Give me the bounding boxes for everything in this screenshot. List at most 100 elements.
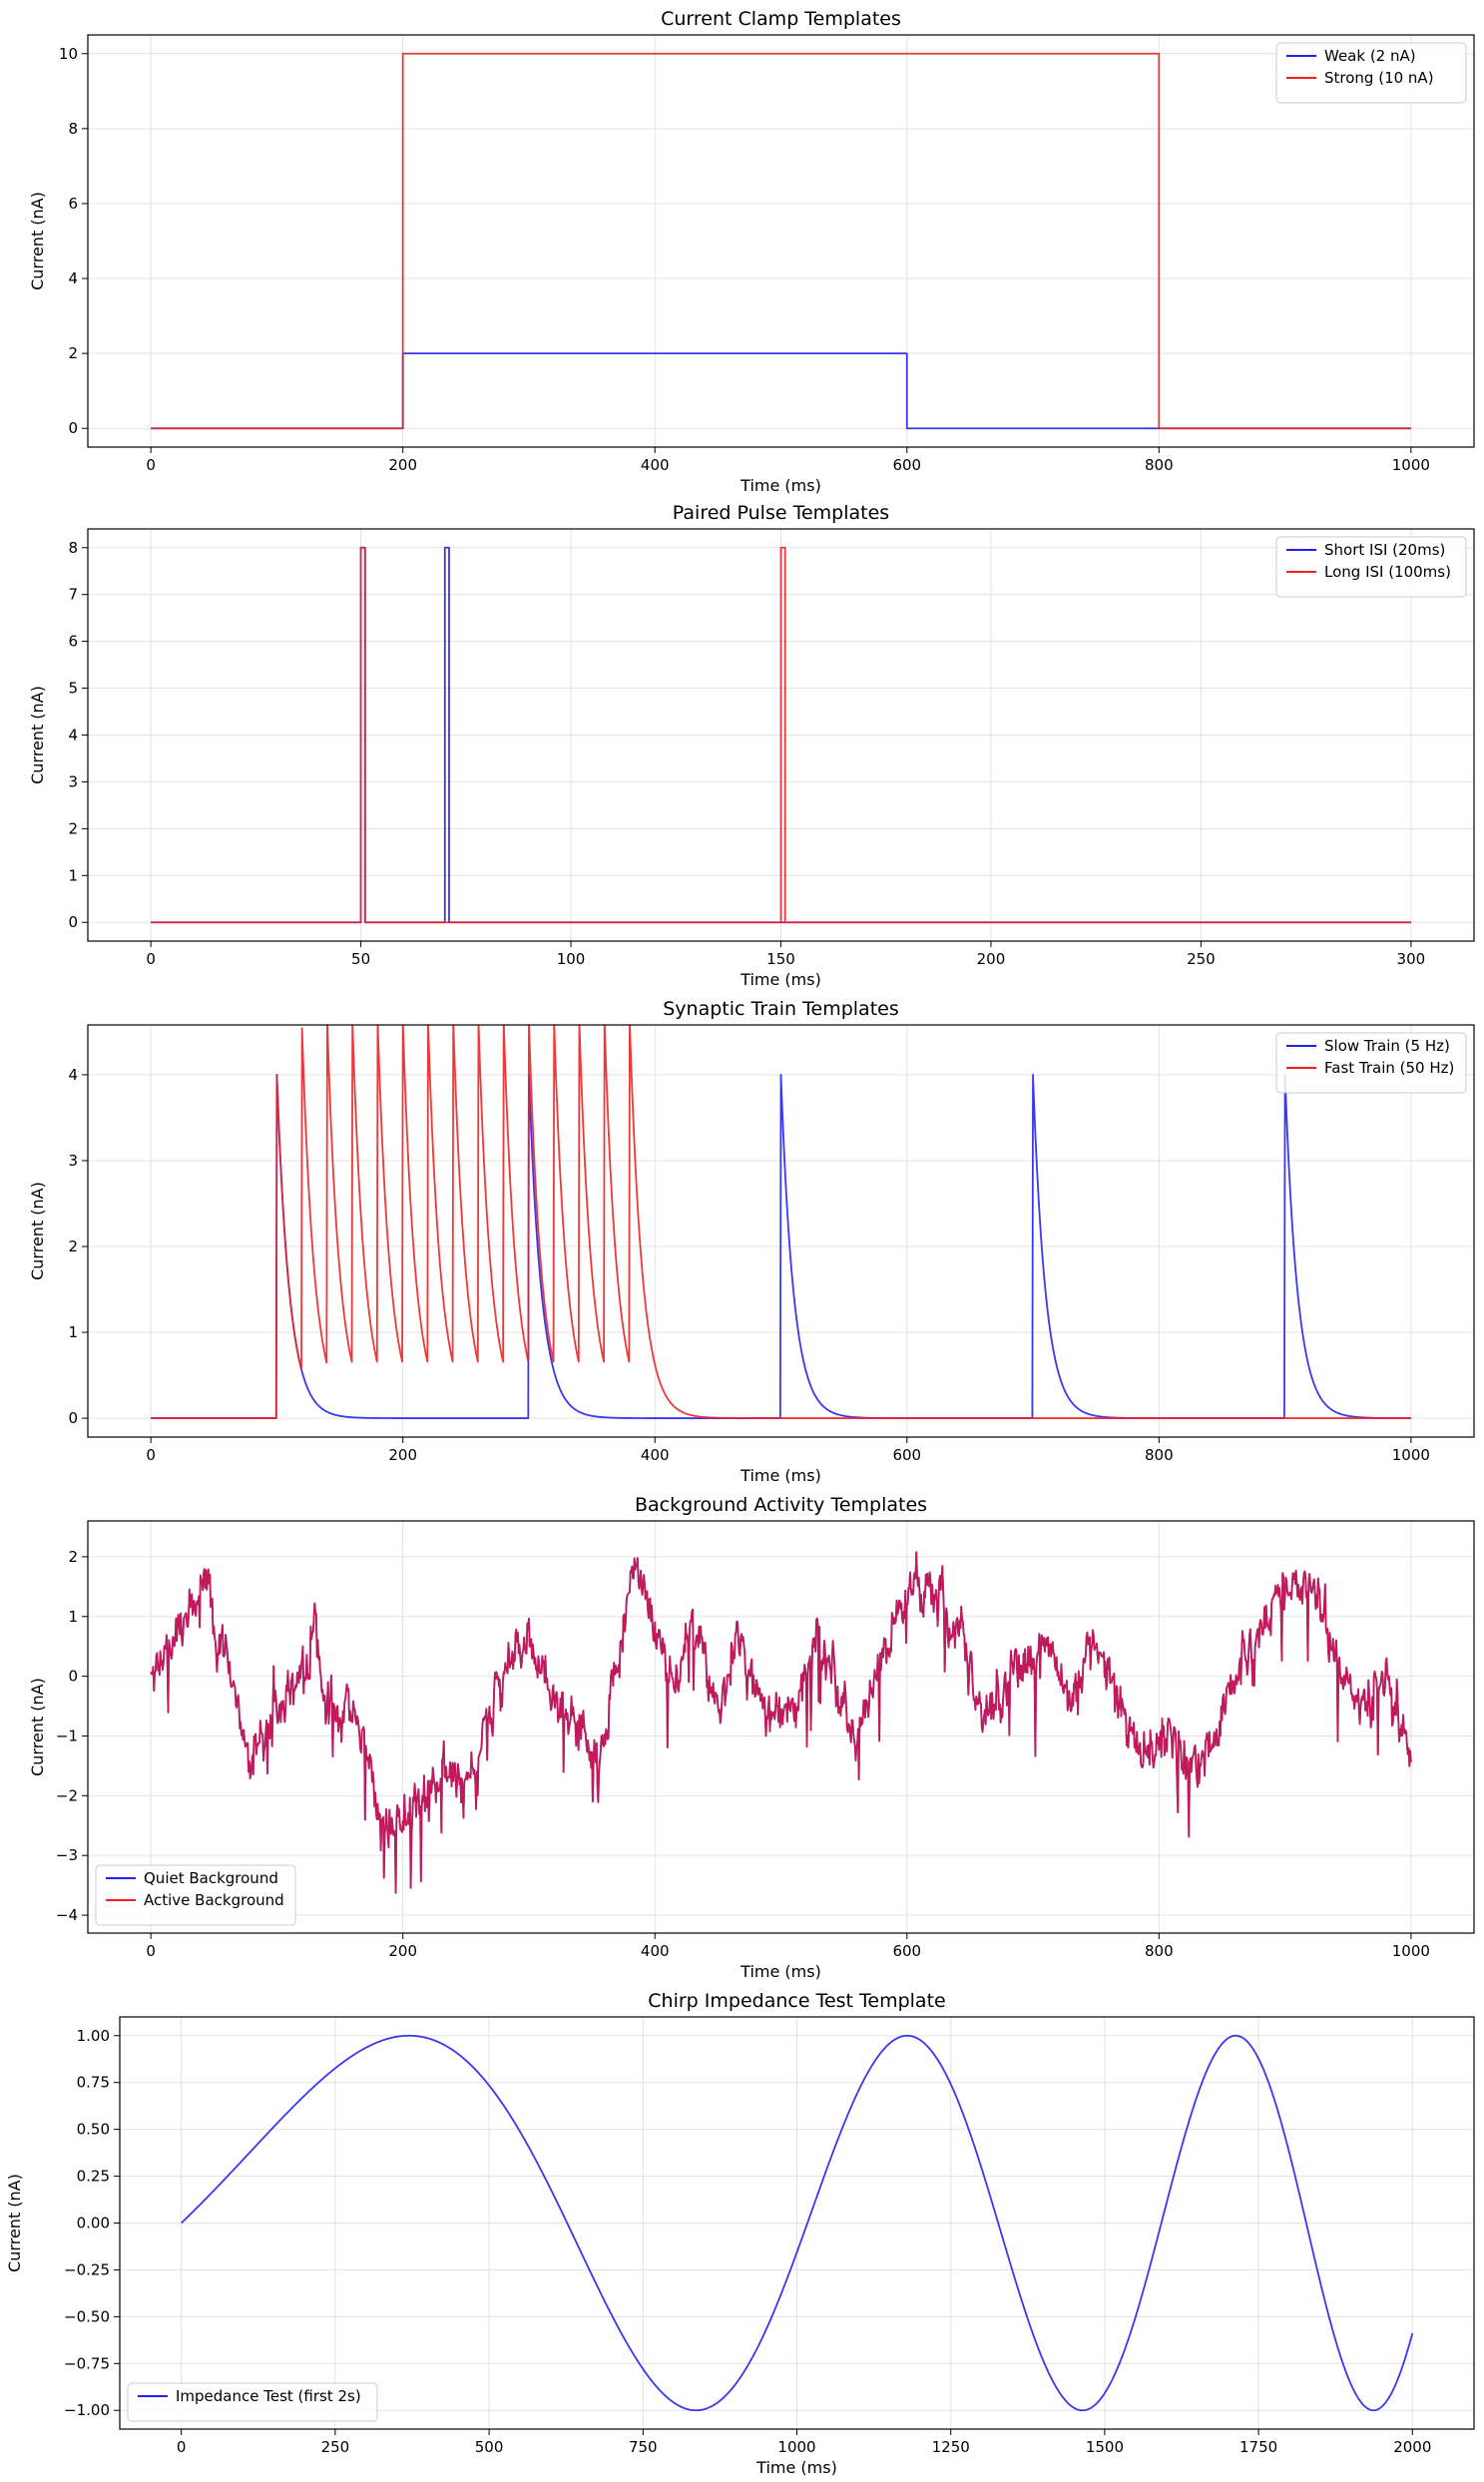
chart-title: Synaptic Train Templates xyxy=(663,998,899,1020)
legend-box xyxy=(1275,1032,1467,1094)
legend: Impedance Test (first 2s) xyxy=(127,2382,378,2422)
chart-title: Paired Pulse Templates xyxy=(673,502,889,524)
x-tick-label: 0 xyxy=(146,1942,156,1960)
x-axis-label: Time (ms) xyxy=(755,2458,837,2477)
y-tick-label: 8 xyxy=(68,120,78,138)
y-tick-label: 0 xyxy=(68,419,78,437)
chart-title: Background Activity Templates xyxy=(635,1494,927,1516)
series-line-1 xyxy=(181,2034,1414,2412)
y-tick-label: 2 xyxy=(68,344,78,362)
series-line-2 xyxy=(150,1025,1412,1419)
y-tick-label: −1 xyxy=(56,1727,78,1744)
y-tick-label: −3 xyxy=(56,1846,78,1864)
y-tick-label: −4 xyxy=(56,1906,78,1924)
x-tick-label: 1000 xyxy=(1392,1942,1430,1960)
legend-entry: Long ISI (100ms) xyxy=(1324,563,1451,581)
legend-entry: Short ISI (20ms) xyxy=(1324,541,1445,559)
x-tick-label: 200 xyxy=(388,1446,417,1464)
legend-entry: Slow Train (5 Hz) xyxy=(1324,1037,1450,1055)
x-tick-label: 150 xyxy=(766,950,795,968)
x-axis-label: Time (ms) xyxy=(740,1466,821,1485)
chart-panel-1: 0 200 400 600 800 1000 0 2 4 6 8 10 Current Clamp Te… xyxy=(28,8,1475,495)
series-line-1 xyxy=(151,352,1411,430)
x-axis-label: Time (ms) xyxy=(740,476,821,495)
legend-entry: Active Background xyxy=(144,1891,284,1909)
x-tick-label: 600 xyxy=(892,1446,921,1464)
y-tick-label: −1.00 xyxy=(64,2401,110,2419)
x-tick-label: 500 xyxy=(475,2438,504,2456)
x-tick-label: 400 xyxy=(641,1942,670,1960)
y-axis-label: Current (nA) xyxy=(28,192,47,290)
y-tick-label: 3 xyxy=(68,1152,78,1170)
legend: Weak (2 nA) Strong (10 nA) xyxy=(1275,42,1467,104)
x-tick-label: 2000 xyxy=(1393,2438,1431,2456)
y-tick-label: 0.25 xyxy=(77,2168,110,2186)
x-tick-label: 0 xyxy=(146,456,156,474)
y-tick-label: −2 xyxy=(56,1786,78,1804)
x-tick-label: 400 xyxy=(641,1446,670,1464)
legend-entry: Impedance Test (first 2s) xyxy=(176,2387,361,2405)
x-tick-label: 1000 xyxy=(777,2438,815,2456)
x-tick-label: 200 xyxy=(388,456,417,474)
y-tick-label: 1 xyxy=(68,1608,78,1626)
y-tick-label: 2 xyxy=(68,819,78,837)
x-tick-label: 200 xyxy=(977,950,1006,968)
legend-entry: Fast Train (50 Hz) xyxy=(1324,1059,1454,1077)
y-tick-label: 1 xyxy=(68,1323,78,1341)
x-tick-label: 1000 xyxy=(1392,456,1430,474)
y-tick-label: 0 xyxy=(68,913,78,931)
x-tick-label: 300 xyxy=(1397,950,1426,968)
x-tick-label: 600 xyxy=(892,1942,921,1960)
chart-panel-2: 0 50 100 150 200 250 300 0 1 2 3 4 5 6 7 8 Paired Pulse … xyxy=(28,502,1475,989)
x-tick-label: 600 xyxy=(892,456,921,474)
y-tick-label: 2 xyxy=(68,1238,78,1255)
y-axis-label: Current (nA) xyxy=(28,686,47,784)
x-tick-label: 1000 xyxy=(1392,1446,1430,1464)
chart-panel-5: 0 250 500 750 1000 1250 1500 1750 2000 −1.00 −0.75… xyxy=(5,1990,1475,2477)
axes-frame xyxy=(87,1520,1475,1934)
x-tick-label: 1500 xyxy=(1086,2438,1124,2456)
y-axis-label: Current (nA) xyxy=(28,1182,47,1280)
x-tick-label: 1250 xyxy=(932,2438,970,2456)
x-tick-label: 0 xyxy=(146,1446,156,1464)
legend-entry: Quiet Background xyxy=(144,1869,278,1887)
series-line-2 xyxy=(150,1551,1412,1894)
x-tick-label: 750 xyxy=(629,2438,658,2456)
x-tick-label: 800 xyxy=(1145,1446,1174,1464)
y-axis-label: Current (nA) xyxy=(28,1678,47,1776)
series-group xyxy=(151,546,1411,924)
y-tick-label: 4 xyxy=(68,269,78,287)
legend-box xyxy=(1275,42,1467,104)
y-tick-label: 6 xyxy=(68,195,78,213)
y-tick-label: −0.25 xyxy=(64,2260,110,2278)
x-tick-label: 0 xyxy=(177,2438,187,2456)
y-tick-label: 0 xyxy=(68,1409,78,1427)
y-tick-label: 4 xyxy=(68,1066,78,1084)
x-tick-label: 200 xyxy=(388,1942,417,1960)
series-group xyxy=(150,1551,1412,1894)
y-tick-label: 0.75 xyxy=(77,2074,110,2092)
x-tick-label: 0 xyxy=(146,950,156,968)
legend-box xyxy=(1275,536,1467,598)
axes-frame xyxy=(87,34,1475,448)
x-tick-label: 1750 xyxy=(1239,2438,1277,2456)
axes-frame xyxy=(87,1024,1475,1438)
legend: Quiet Background Active Background xyxy=(95,1864,296,1926)
y-tick-label: 6 xyxy=(68,633,78,651)
series-line-2 xyxy=(151,546,1411,924)
y-tick-label: 4 xyxy=(68,727,78,745)
legend: Short ISI (20ms) Long ISI (100ms) xyxy=(1275,536,1467,598)
series-line-2 xyxy=(151,52,1411,430)
chart-panel-4: 0 200 400 600 800 1000 −4 −3 −2 −1 0 1 2 Background A… xyxy=(28,1494,1475,1981)
y-tick-label: 0.50 xyxy=(77,2121,110,2139)
grid xyxy=(88,1521,1474,1933)
y-axis-label: Current (nA) xyxy=(5,2174,24,2272)
y-tick-label: −0.50 xyxy=(64,2307,110,2325)
y-tick-label: 0.00 xyxy=(77,2215,110,2233)
y-tick-label: 5 xyxy=(68,680,78,698)
legend: Slow Train (5 Hz) Fast Train (50 Hz) xyxy=(1275,1032,1467,1094)
series-group xyxy=(181,2034,1414,2412)
y-tick-label: 2 xyxy=(68,1548,78,1566)
chart-panel-3: 0 200 400 600 800 1000 0 1 2 3 4 Synaptic Train Tem… xyxy=(28,998,1475,1485)
y-tick-label: 10 xyxy=(59,45,78,63)
